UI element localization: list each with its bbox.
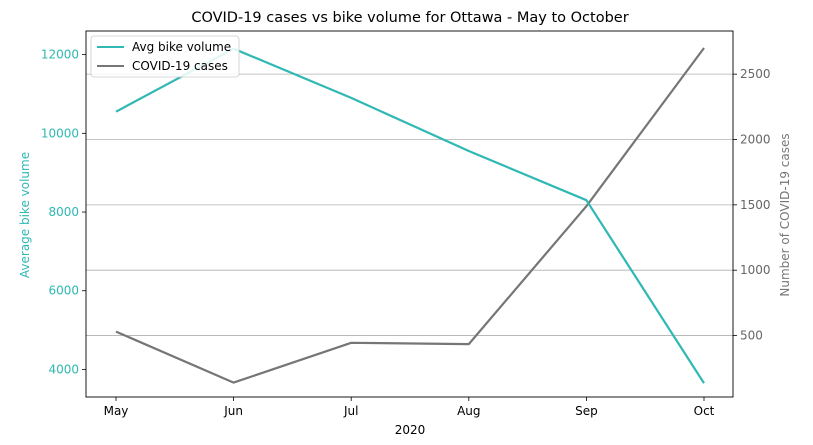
y-right-tick-label: 2000 [740, 132, 771, 146]
x-tick-label: Oct [694, 404, 715, 418]
y-right-tick-label: 500 [740, 329, 763, 343]
x-tick-label: Aug [457, 404, 480, 418]
series-line-bike-volume [115, 47, 705, 384]
y-right-tick-label: 1500 [740, 198, 771, 212]
legend-label-bike: Avg bike volume [132, 40, 231, 54]
grid-lines [86, 73, 733, 336]
x-axis-label: 2020 [395, 423, 426, 437]
chart-title: COVID-19 cases vs bike volume for Ottawa… [191, 10, 628, 26]
y-right-label: Number of COVID-19 cases [778, 133, 792, 296]
legend-label-covid: COVID-19 cases [132, 59, 228, 73]
y-left-tick-label: 6000 [48, 284, 79, 298]
y-left-tick-label: 12000 [41, 48, 79, 62]
series-lines [115, 47, 705, 384]
y-left-tick-label: 8000 [48, 205, 79, 219]
y-left-tick-label: 10000 [41, 126, 79, 140]
legend: Avg bike volume COVID-19 cases [90, 35, 240, 78]
x-tick-label: Sep [575, 404, 598, 418]
plot-frame [85, 30, 734, 398]
axis-ticks: 4000 6000 8000 10000 12000 500 1000 1500 2000 250… [41, 48, 771, 418]
series-line-covid-cases [115, 47, 705, 384]
y-right-tick-label: 1000 [740, 263, 771, 277]
x-tick-label: Jun [223, 404, 243, 418]
legend-box [90, 35, 240, 78]
x-tick-label: May [104, 404, 129, 418]
y-left-label: Average bike volume [18, 152, 32, 278]
x-tick-label: Jul [343, 404, 358, 418]
y-left-tick-label: 4000 [48, 362, 79, 376]
y-right-tick-label: 2500 [740, 67, 771, 81]
